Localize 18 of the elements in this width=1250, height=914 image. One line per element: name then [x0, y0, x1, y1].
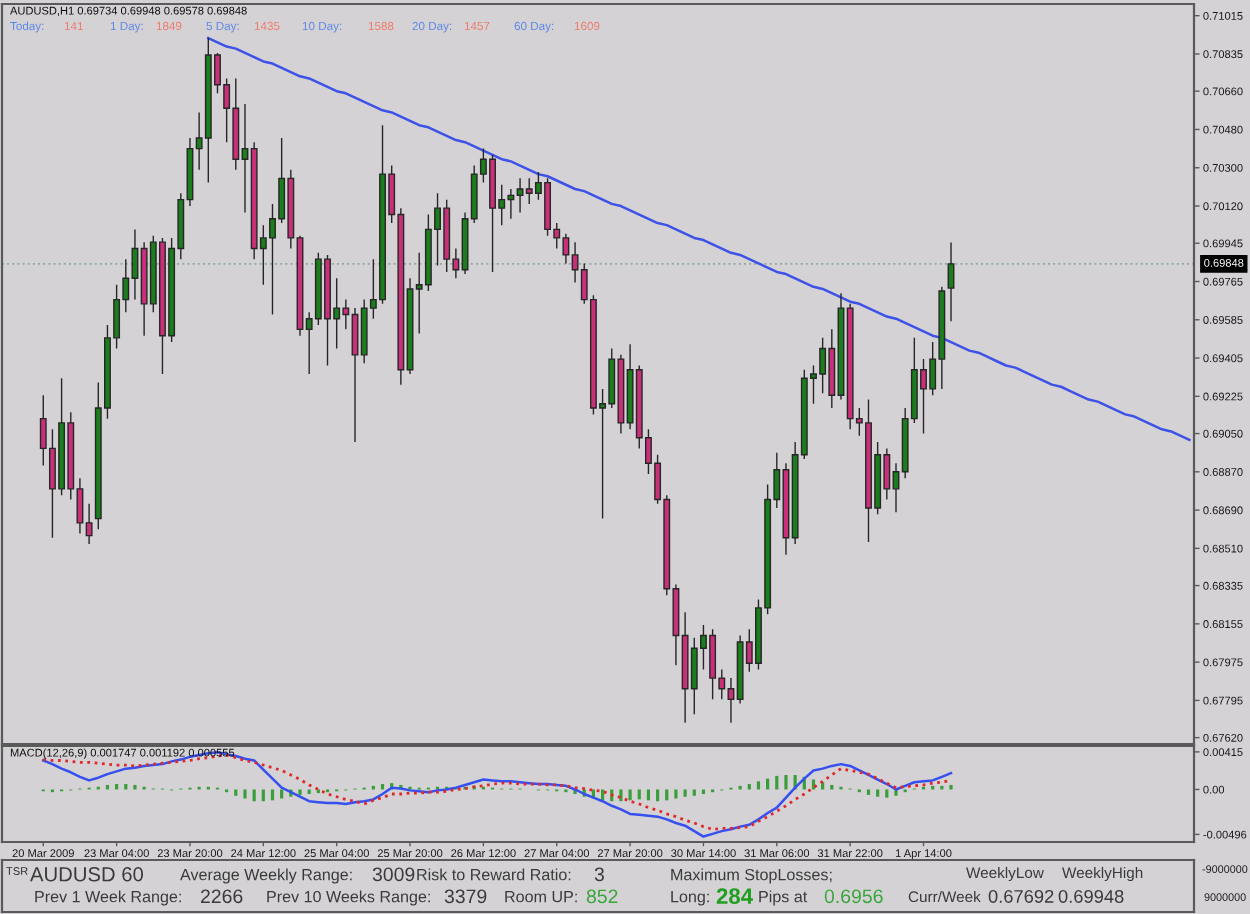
text: 284: [716, 888, 753, 904]
text: Maximum StopLosses;: [671, 868, 832, 884]
text: 3379: [444, 889, 487, 904]
text: AUDUSD 60: [30, 867, 144, 882]
text: 0.69948: [1058, 889, 1124, 903]
text: 3: [594, 867, 604, 882]
text: 0.6956: [824, 889, 883, 904]
text: Prev 10 Weeks Range:: [267, 890, 430, 906]
text: Prev 1 Week Range:: [35, 890, 181, 906]
text: 3009: [372, 867, 415, 882]
text: Long:: [671, 891, 709, 906]
text: Room UP:: [505, 891, 577, 903]
text: Risk to Reward Ratio:: [417, 868, 571, 881]
text: 852: [586, 889, 618, 904]
text: Average Weekly Range:: [180, 868, 352, 884]
text: Pips at: [759, 890, 808, 906]
text: 2266: [200, 889, 243, 904]
text: 0.67692: [988, 889, 1054, 903]
